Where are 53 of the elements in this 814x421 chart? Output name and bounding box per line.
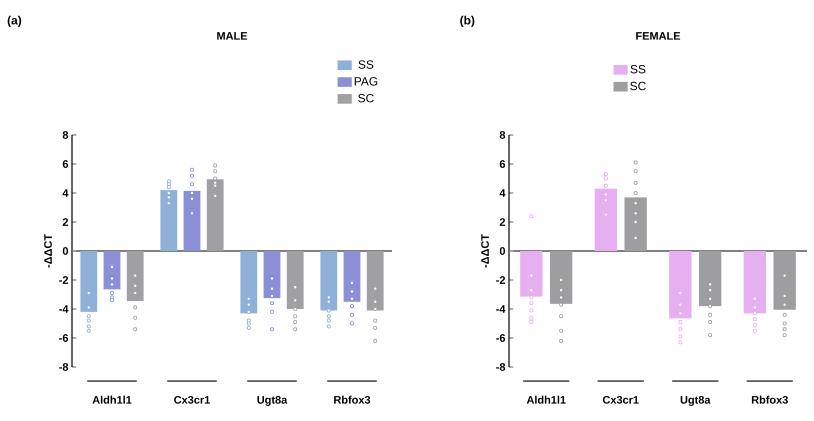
y-tick-label: -2: [59, 276, 68, 284]
y-tick-label: 2: [62, 218, 68, 226]
x-tick-label: Ugt8a: [257, 396, 288, 406]
y-tick-label: -2: [496, 276, 506, 284]
y-tick-label: -4: [59, 305, 68, 313]
bar: [240, 251, 258, 314]
legend-label: SS: [358, 60, 374, 69]
chart-title: FEMALE: [636, 32, 680, 40]
bar: [698, 251, 722, 306]
y-tick-label: 8: [62, 131, 68, 139]
bar: [80, 251, 98, 312]
y-tick-label: 0: [62, 247, 68, 255]
y-tick-label: 4: [62, 189, 68, 197]
legend-label: SC: [358, 94, 374, 102]
bar: [126, 251, 144, 302]
bar: [206, 179, 224, 251]
x-tick-label: Ugt8a: [680, 396, 711, 406]
y-axis-title: -ΔΔCT: [44, 234, 52, 268]
y-tick-label: 6: [500, 160, 506, 168]
y-tick-label: 8: [500, 131, 506, 139]
y-tick-label: -6: [496, 334, 506, 342]
bar: [773, 251, 796, 310]
bar: [184, 190, 200, 251]
y-tick-label: 0: [500, 247, 506, 255]
x-tick-label: Cx3cr1: [602, 396, 639, 404]
y-tick-label: 4: [500, 189, 506, 197]
bar: [264, 251, 280, 298]
legend-label: SC: [630, 82, 646, 90]
y-tick-label: -6: [59, 334, 68, 342]
x-tick-label: Aldh1l1: [526, 396, 566, 404]
bar: [320, 251, 338, 310]
bar: [366, 251, 384, 310]
x-tick-label: Rbfox3: [334, 396, 370, 404]
legend-label: SS: [630, 64, 646, 74]
y-tick-label: 2: [500, 218, 506, 226]
chart-title: MALE: [217, 32, 248, 40]
text: (a): [8, 16, 22, 27]
bar: [344, 251, 360, 302]
bar: [286, 251, 304, 309]
bar: [744, 251, 766, 314]
y-tick-label: -8: [59, 363, 68, 371]
legend-label: PAG: [354, 77, 378, 86]
y-tick-label: 6: [62, 160, 68, 168]
bar: [550, 251, 572, 304]
y-tick-label: -4: [496, 305, 506, 313]
text: (b): [460, 16, 474, 27]
y-tick-label: -8: [496, 363, 506, 371]
bar: [520, 251, 543, 297]
bar: [624, 197, 647, 251]
x-tick-label: Cx3cr1: [174, 396, 210, 404]
x-tick-label: Rbfox3: [752, 396, 788, 404]
y-axis-title: -ΔΔCT: [481, 234, 489, 268]
x-tick-label: Aldh1l1: [92, 396, 132, 404]
